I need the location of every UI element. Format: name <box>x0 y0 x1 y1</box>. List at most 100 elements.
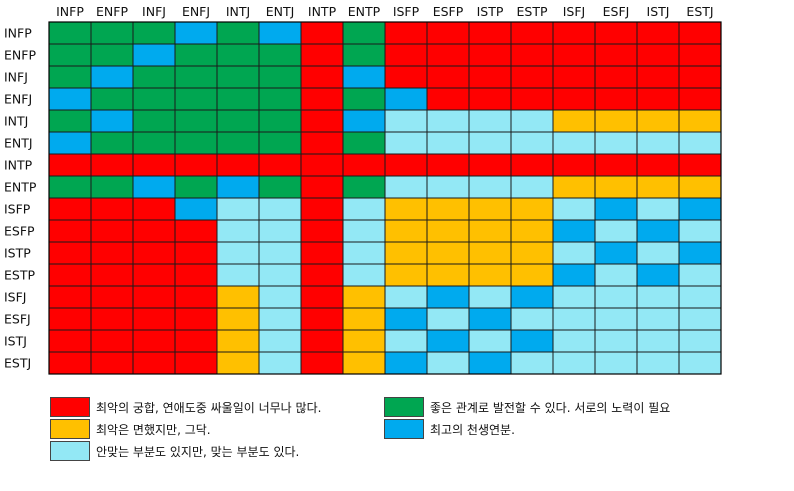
cell-estj-istj <box>636 351 680 375</box>
cell-entp-istp <box>468 175 512 199</box>
cell-istp-estp <box>510 241 554 265</box>
cell-istp-intp <box>300 241 344 265</box>
col-header-infj: INFJ <box>142 4 166 19</box>
cell-estp-isfj <box>552 263 596 287</box>
cell-istp-isfj <box>552 241 596 265</box>
cell-estj-estp <box>510 351 554 375</box>
cell-infj-isfj <box>552 65 596 89</box>
cell-intj-enfj <box>174 109 218 133</box>
row-header-entj: ENTJ <box>4 136 33 151</box>
cell-intj-infj <box>132 109 176 133</box>
cell-estj-enfj <box>174 351 218 375</box>
cell-infj-intj <box>216 65 260 89</box>
cell-isfp-intj <box>216 197 260 221</box>
cell-intj-infp <box>48 109 92 133</box>
cell-istp-esfj <box>594 241 638 265</box>
cell-esfj-esfp <box>426 307 470 331</box>
legend-swatch-meh <box>50 419 90 439</box>
cell-esfj-estj <box>678 307 722 331</box>
cell-istp-entj <box>258 241 302 265</box>
cell-infp-esfp <box>426 21 470 45</box>
cell-enfj-istp <box>468 87 512 111</box>
row-header-intp: INTP <box>4 158 33 173</box>
cell-intj-enfp <box>90 109 134 133</box>
cell-istj-isfj <box>552 329 596 353</box>
col-header-entp: ENTP <box>348 4 381 19</box>
cell-entj-istj <box>636 131 680 155</box>
cell-enfp-infj <box>132 43 176 67</box>
legend-swatch-mixed <box>50 441 90 461</box>
cell-isfj-infp <box>48 285 92 309</box>
cell-istj-intp <box>300 329 344 353</box>
cell-estp-infj <box>132 263 176 287</box>
cell-isfp-istj <box>636 197 680 221</box>
cell-enfp-entp <box>342 43 386 67</box>
cell-enfp-estp <box>510 43 554 67</box>
cell-isfp-entj <box>258 197 302 221</box>
cell-entj-entj <box>258 131 302 155</box>
cell-esfj-enfj <box>174 307 218 331</box>
cell-entp-enfp <box>90 175 134 199</box>
cell-entj-isfj <box>552 131 596 155</box>
cell-isfp-isfp <box>384 197 428 221</box>
cell-infj-esfp <box>426 65 470 89</box>
cell-estj-infp <box>48 351 92 375</box>
cell-isfj-estp <box>510 285 554 309</box>
cell-enfp-intj <box>216 43 260 67</box>
cell-entj-isfp <box>384 131 428 155</box>
cell-esfp-entp <box>342 219 386 243</box>
cell-intj-istp <box>468 109 512 133</box>
cell-esfj-entp <box>342 307 386 331</box>
cell-isfp-infp <box>48 197 92 221</box>
cell-isfp-enfp <box>90 197 134 221</box>
cell-istj-esfp <box>426 329 470 353</box>
cell-intp-entj <box>258 153 302 177</box>
cell-esfj-isfj <box>552 307 596 331</box>
cell-entp-infp <box>48 175 92 199</box>
cell-intp-entp <box>342 153 386 177</box>
col-header-intp: INTP <box>308 4 337 19</box>
cell-intj-isfp <box>384 109 428 133</box>
cell-infp-enfp <box>90 21 134 45</box>
col-header-estj: ESTJ <box>686 4 713 19</box>
cell-entp-enfj <box>174 175 218 199</box>
cell-esfp-estp <box>510 219 554 243</box>
cell-enfj-infp <box>48 87 92 111</box>
cell-esfp-enfj <box>174 219 218 243</box>
cell-istp-enfp <box>90 241 134 265</box>
cell-istj-entp <box>342 329 386 353</box>
col-header-enfj: ENFJ <box>182 4 210 19</box>
legend-swatch-best <box>384 419 424 439</box>
cell-estp-istp <box>468 263 512 287</box>
cell-entj-enfj <box>174 131 218 155</box>
cell-estp-enfj <box>174 263 218 287</box>
row-header-estj: ESTJ <box>4 356 31 371</box>
cell-enfp-enfp <box>90 43 134 67</box>
cell-esfj-istp <box>468 307 512 331</box>
cell-intp-infp <box>48 153 92 177</box>
cell-esfp-entj <box>258 219 302 243</box>
cell-istj-infj <box>132 329 176 353</box>
col-header-esfp: ESFP <box>433 4 464 19</box>
cell-infj-estp <box>510 65 554 89</box>
cell-infp-isfj <box>552 21 596 45</box>
cell-entp-estp <box>510 175 554 199</box>
cell-esfj-enfp <box>90 307 134 331</box>
cell-estj-estj <box>678 351 722 375</box>
col-header-istj: ISTJ <box>647 4 670 19</box>
legend-label-good: 좋은 관계로 발전할 수 있다. 서로의 노력이 필요 <box>430 400 671 415</box>
cell-estj-intj <box>216 351 260 375</box>
cell-isfj-enfp <box>90 285 134 309</box>
col-header-intj: INTJ <box>226 4 250 19</box>
row-header-istj: ISTJ <box>4 334 27 349</box>
cell-esfj-entj <box>258 307 302 331</box>
cell-istp-istj <box>636 241 680 265</box>
cell-entp-intp <box>300 175 344 199</box>
cell-infp-esfj <box>594 21 638 45</box>
cell-enfp-istp <box>468 43 512 67</box>
cell-intp-enfj <box>174 153 218 177</box>
cell-isfj-infj <box>132 285 176 309</box>
cell-estp-istj <box>636 263 680 287</box>
col-header-entj: ENTJ <box>266 4 295 19</box>
cell-esfp-infj <box>132 219 176 243</box>
